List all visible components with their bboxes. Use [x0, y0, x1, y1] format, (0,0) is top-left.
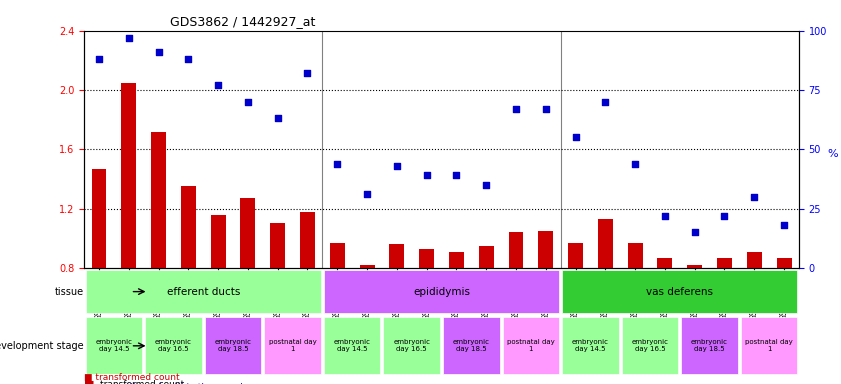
Text: embryonic
day 18.5: embryonic day 18.5: [691, 339, 728, 353]
Text: GDS3862 / 1442927_at: GDS3862 / 1442927_at: [170, 15, 315, 28]
FancyBboxPatch shape: [562, 270, 797, 313]
Point: [122, 35, 135, 41]
Point: [93, 56, 106, 62]
Bar: [330, 243, 345, 384]
Point: [271, 116, 284, 122]
FancyBboxPatch shape: [562, 317, 619, 374]
Point: [510, 106, 523, 112]
Text: efferent ducts: efferent ducts: [167, 286, 240, 296]
Bar: [479, 246, 494, 384]
Point: [211, 82, 225, 88]
Bar: [181, 186, 196, 384]
Text: embryonic
day 16.5: embryonic day 16.5: [394, 339, 431, 353]
Point: [241, 99, 255, 105]
Bar: [300, 212, 315, 384]
Text: ■ transformed count: ■ transformed count: [84, 373, 180, 382]
Text: embryonic
day 16.5: embryonic day 16.5: [155, 339, 192, 353]
FancyBboxPatch shape: [741, 317, 797, 374]
Bar: [717, 258, 732, 384]
Point: [390, 163, 404, 169]
FancyBboxPatch shape: [264, 317, 321, 374]
Text: embryonic
day 16.5: embryonic day 16.5: [632, 339, 669, 353]
Point: [479, 182, 493, 188]
Point: [420, 172, 433, 179]
Bar: [509, 232, 523, 384]
Point: [628, 161, 642, 167]
Point: [360, 191, 373, 197]
Bar: [658, 258, 672, 384]
FancyBboxPatch shape: [443, 317, 500, 374]
Point: [748, 194, 761, 200]
Point: [331, 161, 344, 167]
FancyBboxPatch shape: [681, 317, 738, 374]
Text: development stage: development stage: [0, 341, 84, 351]
Point: [301, 70, 315, 76]
FancyBboxPatch shape: [621, 317, 679, 374]
Text: epididymis: epididymis: [413, 286, 470, 296]
Text: postnatal day
1: postnatal day 1: [507, 339, 555, 353]
Point: [777, 222, 791, 228]
Point: [569, 134, 582, 141]
Bar: [121, 83, 136, 384]
FancyBboxPatch shape: [383, 317, 440, 374]
Text: ■: ■: [84, 380, 94, 384]
FancyBboxPatch shape: [145, 317, 202, 374]
Point: [717, 213, 731, 219]
Bar: [747, 252, 762, 384]
Bar: [389, 244, 405, 384]
Text: vas deferens: vas deferens: [646, 286, 713, 296]
Text: embryonic
day 18.5: embryonic day 18.5: [452, 339, 489, 353]
Bar: [538, 231, 553, 384]
Bar: [627, 243, 643, 384]
Bar: [776, 258, 791, 384]
Text: ■ percentile rank within the sample: ■ percentile rank within the sample: [84, 383, 249, 384]
Bar: [92, 169, 107, 384]
Bar: [598, 219, 613, 384]
FancyBboxPatch shape: [324, 270, 559, 313]
Y-axis label: %: %: [828, 149, 838, 159]
Text: transformed count: transformed count: [100, 380, 184, 384]
Bar: [270, 223, 285, 384]
Bar: [360, 265, 374, 384]
FancyBboxPatch shape: [503, 317, 559, 374]
Bar: [211, 215, 225, 384]
Bar: [687, 265, 702, 384]
Bar: [241, 198, 256, 384]
Text: embryonic
day 14.5: embryonic day 14.5: [334, 339, 371, 353]
Text: embryonic
day 14.5: embryonic day 14.5: [572, 339, 609, 353]
Point: [539, 106, 553, 112]
Bar: [151, 131, 166, 384]
Text: tissue: tissue: [55, 286, 84, 296]
Text: postnatal day
1: postnatal day 1: [269, 339, 316, 353]
Point: [688, 229, 701, 235]
FancyBboxPatch shape: [86, 317, 142, 374]
Point: [182, 56, 195, 62]
Text: embryonic
day 18.5: embryonic day 18.5: [214, 339, 251, 353]
FancyBboxPatch shape: [204, 317, 262, 374]
Point: [659, 213, 672, 219]
FancyBboxPatch shape: [86, 270, 321, 313]
Point: [152, 49, 166, 55]
Bar: [419, 248, 434, 384]
Point: [599, 99, 612, 105]
Bar: [569, 243, 583, 384]
Bar: [449, 252, 464, 384]
Point: [450, 172, 463, 179]
FancyBboxPatch shape: [324, 317, 380, 374]
Text: postnatal day
1: postnatal day 1: [745, 339, 793, 353]
Text: embryonic
day 14.5: embryonic day 14.5: [95, 339, 132, 353]
